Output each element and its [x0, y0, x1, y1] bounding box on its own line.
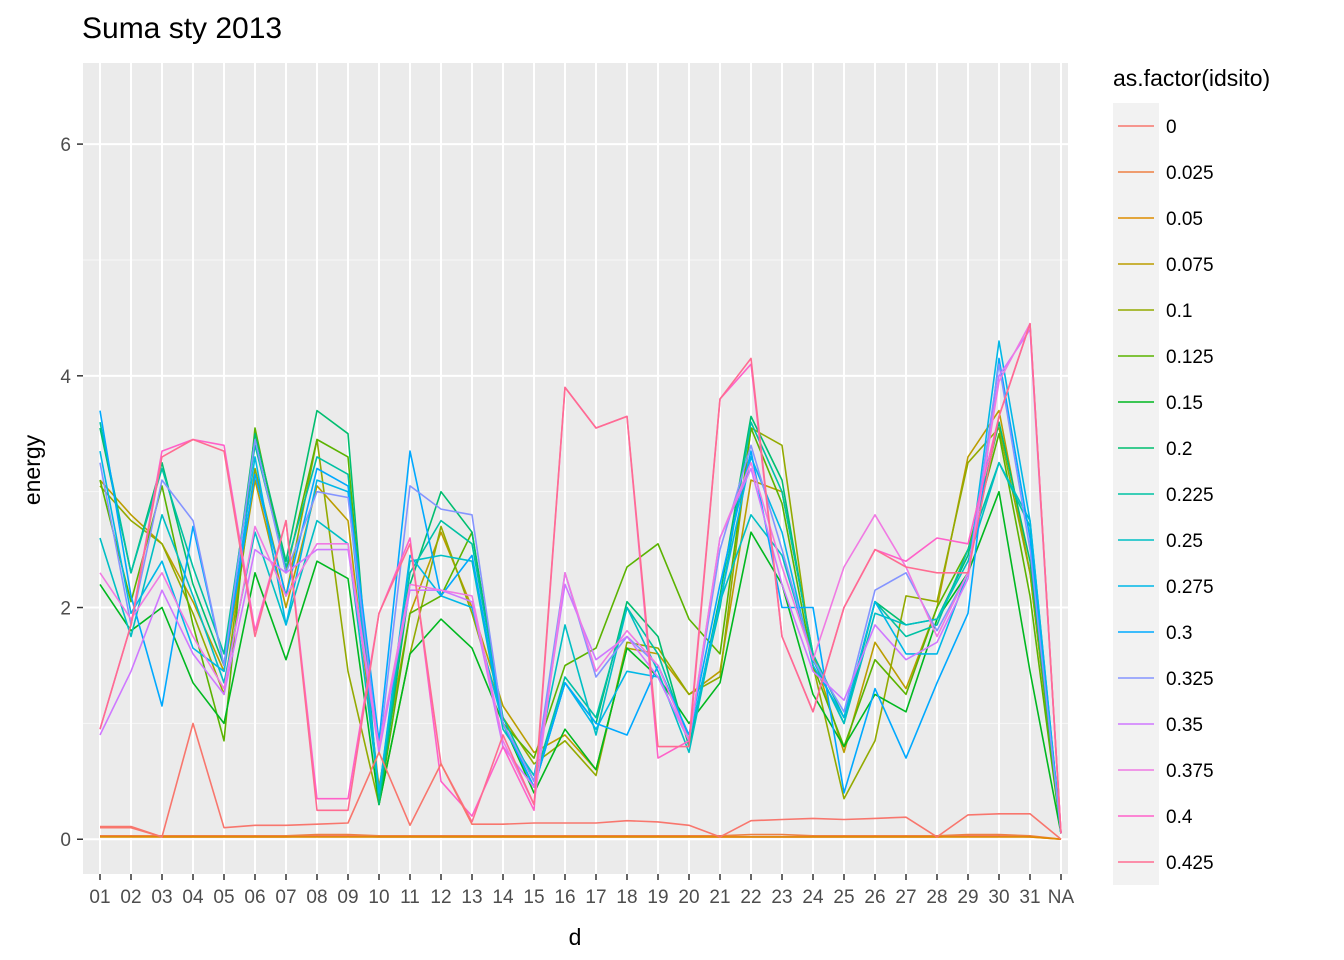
x-tick-label: 28 — [926, 887, 947, 908]
x-tick-label: 05 — [213, 887, 234, 908]
plot-panel — [83, 63, 1068, 874]
legend-label: 0.125 — [1166, 347, 1214, 368]
legend-label: 0.15 — [1166, 393, 1203, 414]
x-tick-label: 29 — [957, 887, 978, 908]
x-tick-label: NA — [1048, 887, 1075, 908]
legend-label: 0.075 — [1166, 255, 1214, 276]
x-tick-label: 24 — [802, 887, 824, 908]
series-line — [100, 833, 1062, 840]
series-line — [100, 722, 1062, 840]
x-tick-label: 20 — [678, 887, 699, 908]
legend-label: 0.325 — [1166, 669, 1214, 690]
x-tick-label: 16 — [554, 887, 575, 908]
legend-label: 0.1 — [1166, 301, 1192, 322]
series-line — [99, 340, 1062, 834]
legend-label: 0.275 — [1166, 577, 1214, 598]
x-axis: 01 02 03 04 05 06 07 08 09 10 11 12 13 14 15 16 17 18 19 20… — [89, 874, 1075, 908]
series-lines — [99, 322, 1062, 840]
legend-label: 0.375 — [1166, 761, 1214, 782]
x-tick-label: 06 — [244, 887, 265, 908]
x-tick-label: 09 — [337, 887, 358, 908]
x-tick-label: 26 — [864, 887, 885, 908]
y-axis-title: energy — [19, 434, 45, 505]
series-line — [100, 836, 1062, 840]
series-line — [99, 421, 1062, 834]
x-tick-label: 11 — [400, 887, 420, 908]
x-axis-title: d — [569, 924, 582, 950]
x-tick-label: 13 — [461, 887, 482, 908]
series-line — [99, 322, 1062, 834]
y-tick-label: 4 — [60, 367, 71, 388]
x-tick-label: 07 — [275, 887, 296, 908]
x-tick-label: 19 — [647, 887, 668, 908]
y-tick-label: 2 — [60, 599, 71, 620]
series-line — [99, 357, 1062, 834]
series-line — [99, 490, 1062, 834]
x-tick-label: 14 — [492, 887, 514, 908]
x-tick-label: 01 — [89, 887, 110, 908]
series-line — [99, 363, 1062, 834]
x-tick-label: 17 — [585, 887, 606, 908]
x-tick-label: 30 — [988, 887, 1009, 908]
x-tick-label: 18 — [616, 887, 637, 908]
legend-label: 0.225 — [1166, 485, 1214, 506]
x-tick-label: 31 — [1019, 887, 1040, 908]
x-tick-label: 02 — [120, 887, 141, 908]
x-tick-label: 22 — [740, 887, 761, 908]
legend: 0 0.025 0.05 0.075 0.1 0.125 0.15 0.2 0.225 0.25 0… — [1113, 103, 1214, 885]
legend-label: 0.25 — [1166, 531, 1203, 552]
legend-label: 0.3 — [1166, 623, 1192, 644]
x-tick-label: 25 — [833, 887, 854, 908]
legend-label: 0.2 — [1166, 439, 1192, 460]
y-tick-label: 0 — [60, 830, 71, 851]
y-axis: 0 2 4 6 — [60, 135, 83, 851]
legend-label: 0.025 — [1166, 163, 1214, 184]
x-tick-label: 03 — [151, 887, 172, 908]
legend-label: 0.05 — [1166, 209, 1203, 230]
legend-label: 0.35 — [1166, 715, 1203, 736]
x-tick-label: 15 — [523, 887, 544, 908]
x-tick-label: 23 — [771, 887, 792, 908]
series-line — [99, 322, 1062, 834]
x-tick-label: 08 — [306, 887, 327, 908]
legend-label: 0 — [1166, 117, 1177, 138]
y-tick-label: 6 — [60, 135, 71, 156]
series-line — [99, 461, 1062, 834]
series-line — [99, 409, 1062, 834]
chart-title: Suma sty 2013 — [82, 12, 283, 45]
legend-label: 0.4 — [1166, 807, 1193, 828]
x-tick-label: 21 — [709, 887, 730, 908]
x-tick-label: 27 — [895, 887, 916, 908]
legend-title: as.factor(idsito) — [1113, 65, 1270, 91]
x-tick-label: 12 — [430, 887, 451, 908]
x-tick-label: 04 — [182, 887, 204, 908]
legend-label: 0.425 — [1166, 853, 1214, 874]
x-tick-label: 10 — [368, 887, 389, 908]
